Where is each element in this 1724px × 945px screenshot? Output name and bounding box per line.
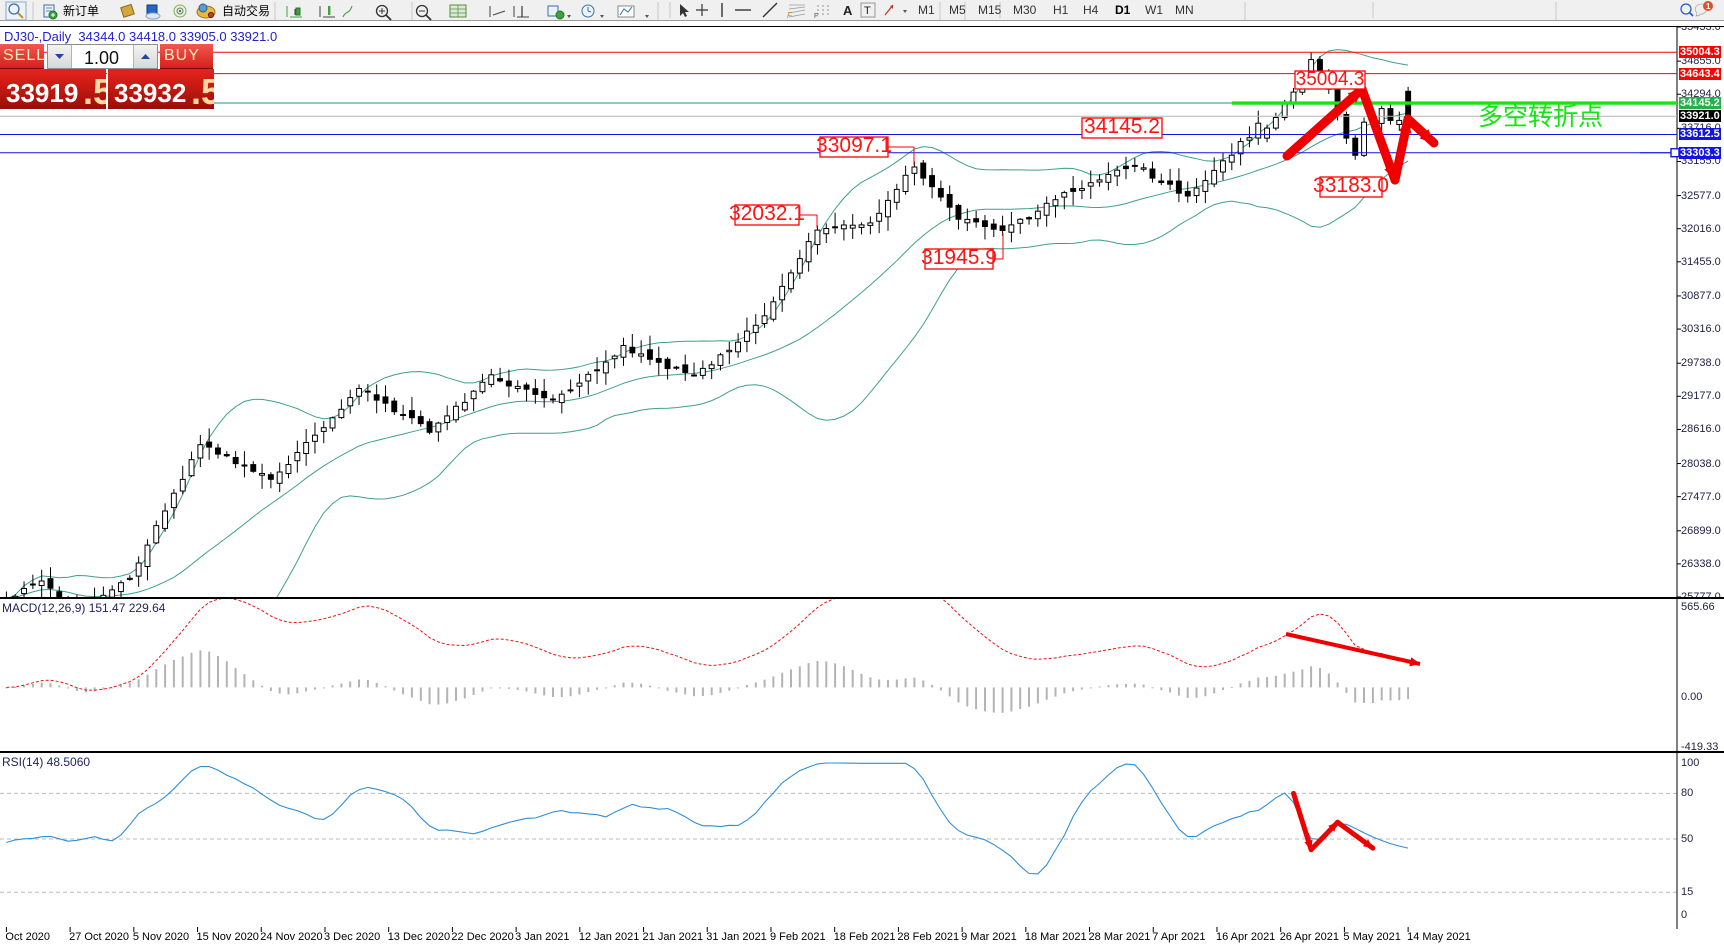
svg-text:自动交易: 自动交易 — [222, 3, 270, 18]
svg-text:新订单: 新订单 — [63, 3, 99, 18]
svg-text:33097.1: 33097.1 — [816, 134, 892, 157]
svg-text:35004.3: 35004.3 — [1296, 69, 1365, 90]
svg-text:32032.1: 32032.1 — [729, 202, 805, 225]
svg-text:33183.0: 33183.0 — [1313, 174, 1389, 197]
svg-text:34145.2: 34145.2 — [1084, 115, 1160, 138]
svg-text:31945.9: 31945.9 — [921, 246, 997, 269]
svg-text:多空转折点: 多空转折点 — [1478, 103, 1603, 131]
